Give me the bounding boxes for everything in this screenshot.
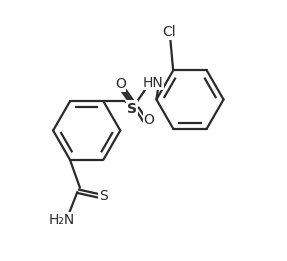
Text: Cl: Cl <box>162 25 176 39</box>
Text: S: S <box>99 189 108 203</box>
Text: O: O <box>143 113 154 127</box>
Text: S: S <box>127 102 137 116</box>
Text: H₂N: H₂N <box>49 213 75 227</box>
Text: O: O <box>115 77 126 91</box>
Text: HN: HN <box>142 76 163 90</box>
